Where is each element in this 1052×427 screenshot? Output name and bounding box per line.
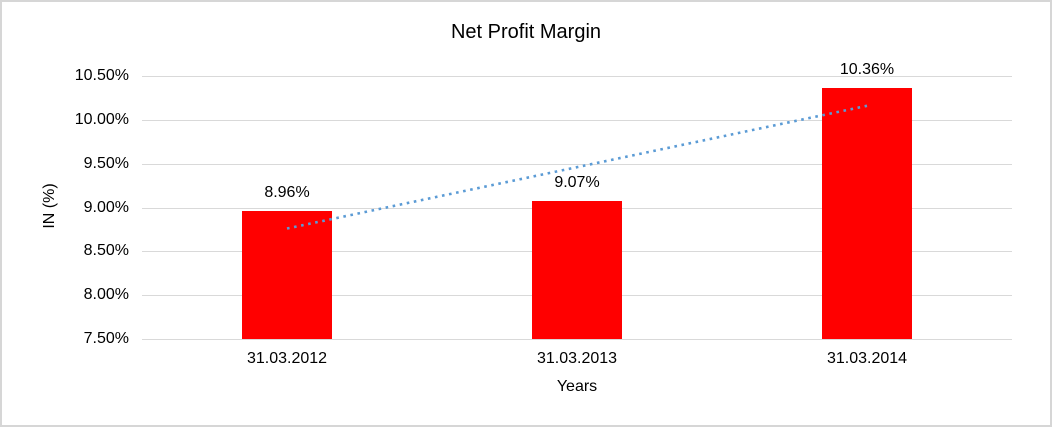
x-axis-title: Years [556,378,598,395]
y-tick-label: 8.00% [83,286,129,304]
data-label: 9.07% [554,174,600,192]
data-label: 8.96% [264,184,310,201]
y-tick-label: 7.50% [83,330,129,347]
bar [242,211,332,339]
bar [822,88,912,339]
category-label: 31.03.2013 [536,350,618,367]
chart-title: Net Profit Margin [450,21,602,43]
category-label: 31.03.2014 [826,350,908,367]
bar [532,201,622,339]
y-tick-label: 8.50% [83,242,129,260]
y-tick-label: 9.50% [83,154,129,172]
gridline [142,76,1012,77]
gridline [142,339,1012,340]
y-tick-label: 9.00% [83,198,129,216]
data-label: 10.36% [839,61,895,79]
category-label: 31.03.2012 [246,350,328,367]
y-tick-label: 10.00% [74,110,129,128]
y-tick-label: 10.50% [74,67,129,84]
